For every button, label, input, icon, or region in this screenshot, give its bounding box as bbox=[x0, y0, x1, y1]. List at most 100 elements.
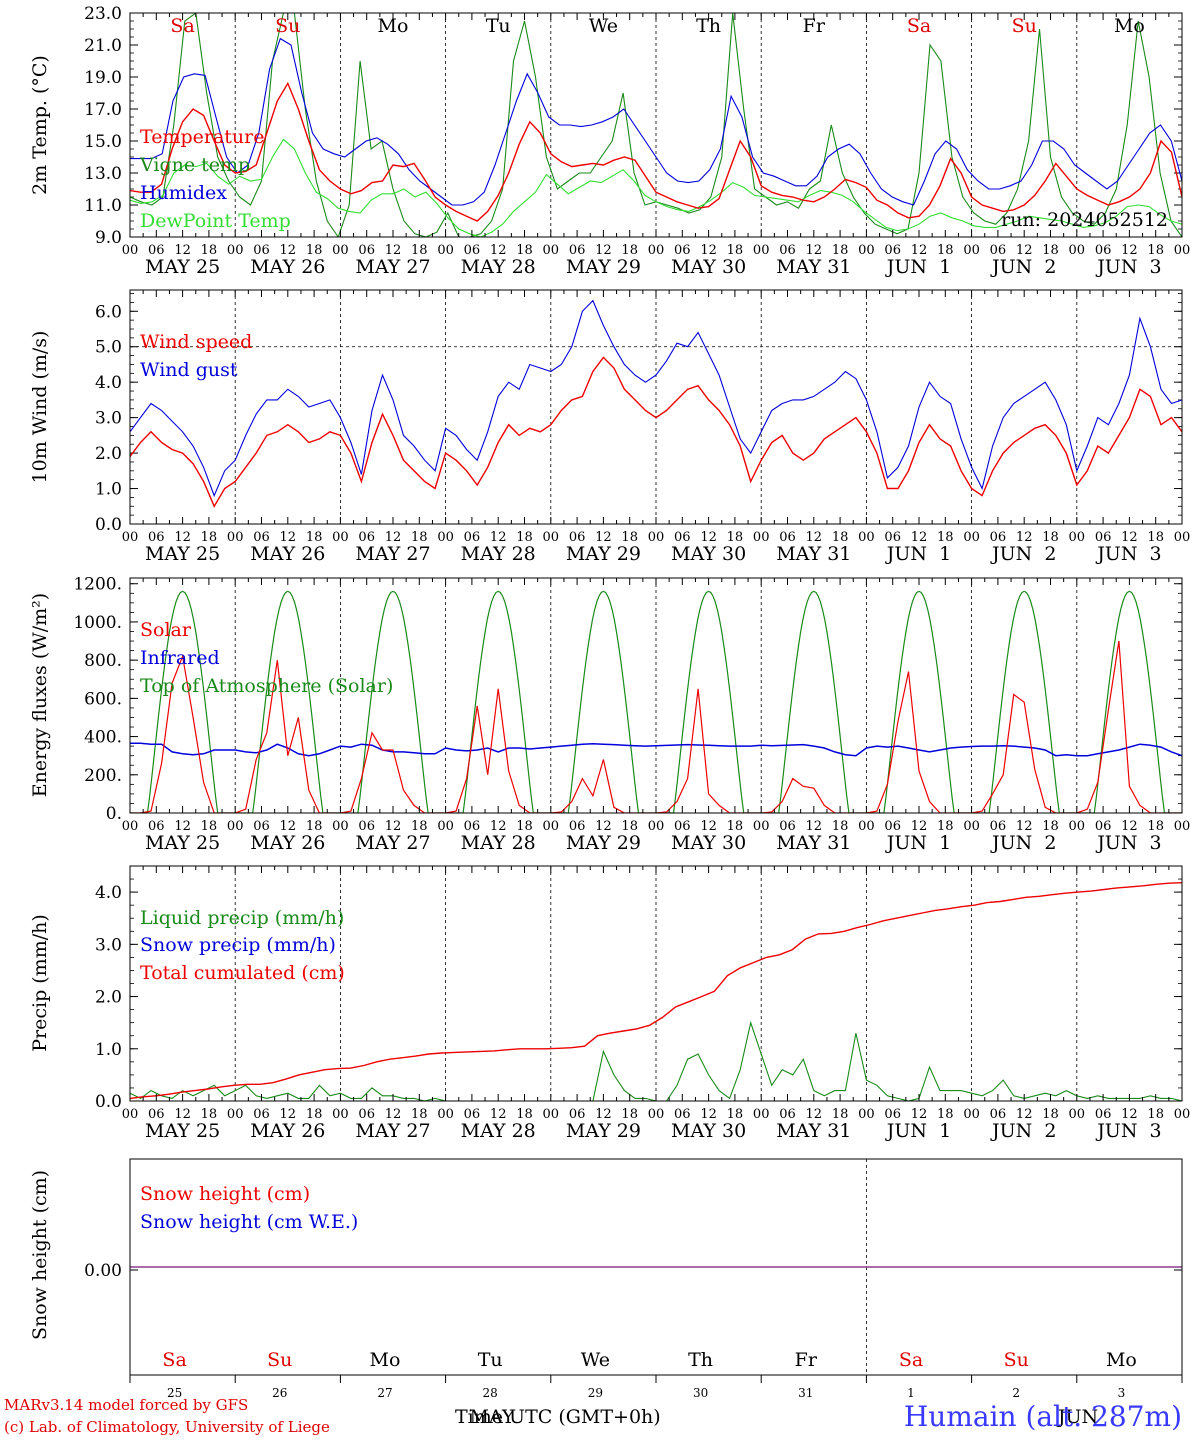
y-tick-label: 4.0 bbox=[95, 373, 122, 393]
x-hour-label: 18 bbox=[937, 530, 954, 545]
x-hour-label: 06 bbox=[1095, 1107, 1112, 1122]
x-hour-label: 18 bbox=[937, 243, 954, 258]
x-date-label: JUN 1 bbox=[885, 1120, 951, 1142]
x-hour-label: 18 bbox=[1147, 819, 1164, 834]
x-hour-label: 12 bbox=[280, 1107, 297, 1122]
run-annotation: run: 2024052512 bbox=[1001, 209, 1168, 231]
x-hour-label: 06 bbox=[990, 243, 1007, 258]
y-tick-label: 6.0 bbox=[95, 302, 122, 322]
x-hour-label: 06 bbox=[884, 819, 901, 834]
legend-vigne-temp: Vigne temp bbox=[139, 154, 250, 176]
credit-lab: (c) Lab. of Climatology, University of L… bbox=[4, 1418, 330, 1436]
y-tick-label: 13.0 bbox=[84, 164, 122, 184]
x-hour-label: 00 bbox=[332, 1107, 349, 1122]
x-hour-label: 12 bbox=[700, 530, 717, 545]
x-hour-label: 00 bbox=[122, 819, 139, 834]
x-hour-label: 12 bbox=[806, 243, 823, 258]
x-date-label: MAY 30 bbox=[671, 256, 746, 278]
y-tick-label: 800. bbox=[84, 651, 122, 671]
bottom-day-number: 1 bbox=[907, 1386, 915, 1400]
x-hour-label: 06 bbox=[884, 1107, 901, 1122]
y-axis-label: Energy fluxes (W/m²) bbox=[29, 593, 51, 797]
x-date-label: MAY 31 bbox=[776, 832, 851, 854]
x-hour-label: 12 bbox=[806, 819, 823, 834]
x-hour-label: 00 bbox=[227, 243, 244, 258]
x-hour-label: 18 bbox=[411, 1107, 428, 1122]
y-tick-label: 17.0 bbox=[84, 100, 122, 120]
x-hour-label: 12 bbox=[806, 530, 823, 545]
x-hour-label: 00 bbox=[1069, 530, 1086, 545]
weekday-label-top: Mo bbox=[378, 15, 409, 37]
x-hour-label: 18 bbox=[516, 1107, 533, 1122]
x-hour-label: 00 bbox=[543, 530, 560, 545]
x-hour-label: 00 bbox=[648, 819, 665, 834]
station-label: Humain (alt. 287m) bbox=[903, 1400, 1182, 1433]
x-hour-label: 06 bbox=[148, 530, 165, 545]
y-tick-label: 1200. bbox=[73, 575, 122, 595]
x-hour-label: 00 bbox=[122, 1107, 139, 1122]
x-hour-label: 00 bbox=[648, 530, 665, 545]
x-hour-label: 00 bbox=[858, 530, 875, 545]
x-hour-label: 12 bbox=[385, 530, 402, 545]
x-hour-label: 00 bbox=[858, 243, 875, 258]
x-hour-label: 00 bbox=[1174, 243, 1191, 258]
x-date-label: MAY 28 bbox=[461, 832, 536, 854]
x-hour-label: 06 bbox=[674, 243, 691, 258]
x-hour-label: 00 bbox=[227, 1107, 244, 1122]
x-date-label: MAY 28 bbox=[461, 256, 536, 278]
x-hour-label: 12 bbox=[1121, 243, 1138, 258]
x-date-label: MAY 25 bbox=[145, 1120, 220, 1142]
x-hour-label: 12 bbox=[1121, 1107, 1138, 1122]
x-hour-label: 12 bbox=[806, 1107, 823, 1122]
x-hour-label: 12 bbox=[595, 243, 612, 258]
x-hour-label: 06 bbox=[1095, 530, 1112, 545]
x-hour-label: 06 bbox=[464, 530, 481, 545]
x-date-label: MAY 30 bbox=[671, 543, 746, 565]
x-hour-label: 00 bbox=[543, 1107, 560, 1122]
weekday-label-top: Tu bbox=[486, 15, 511, 37]
x-hour-label: 12 bbox=[280, 819, 297, 834]
x-hour-label: 00 bbox=[648, 1107, 665, 1122]
y-tick-label: 200. bbox=[84, 766, 122, 786]
x-hour-label: 12 bbox=[1016, 1107, 1033, 1122]
x-hour-label: 12 bbox=[911, 819, 928, 834]
x-hour-label: 18 bbox=[306, 530, 323, 545]
x-hour-label: 18 bbox=[1147, 530, 1164, 545]
x-hour-label: 12 bbox=[280, 530, 297, 545]
weekday-label-bottom: Su bbox=[267, 1349, 292, 1371]
x-hour-label: 18 bbox=[1042, 819, 1059, 834]
weekday-label-top: Su bbox=[1012, 15, 1037, 37]
bottom-day-number: 31 bbox=[798, 1386, 813, 1400]
series-line-solar bbox=[130, 640, 1182, 813]
x-hour-label: 06 bbox=[464, 819, 481, 834]
x-hour-label: 00 bbox=[227, 530, 244, 545]
x-hour-label: 06 bbox=[569, 1107, 586, 1122]
x-hour-label: 12 bbox=[1121, 530, 1138, 545]
x-date-label: MAY 29 bbox=[566, 543, 641, 565]
legend-humidex: Humidex bbox=[140, 182, 227, 204]
series-line-top-of-atmosphere-solar- bbox=[130, 590, 1182, 813]
x-hour-label: 06 bbox=[884, 530, 901, 545]
x-hour-label: 18 bbox=[201, 819, 218, 834]
x-hour-label: 06 bbox=[1095, 243, 1112, 258]
x-hour-label: 06 bbox=[253, 530, 270, 545]
series-line-humidex bbox=[130, 37, 1182, 206]
x-hour-label: 18 bbox=[727, 243, 744, 258]
x-hour-label: 06 bbox=[674, 819, 691, 834]
x-hour-label: 18 bbox=[832, 819, 849, 834]
legend-snow-height-cm-: Snow height (cm) bbox=[140, 1183, 310, 1205]
y-tick-label: 0.0 bbox=[95, 1092, 122, 1112]
x-hour-label: 18 bbox=[306, 1107, 323, 1122]
weekday-label-bottom: Su bbox=[1004, 1349, 1029, 1371]
x-date-label: MAY 25 bbox=[145, 543, 220, 565]
x-hour-label: 06 bbox=[674, 1107, 691, 1122]
x-hour-label: 18 bbox=[1042, 243, 1059, 258]
x-hour-label: 00 bbox=[858, 1107, 875, 1122]
x-hour-label: 12 bbox=[490, 243, 507, 258]
x-hour-label: 12 bbox=[700, 243, 717, 258]
x-date-label: MAY 30 bbox=[671, 1120, 746, 1142]
x-date-label: MAY 27 bbox=[355, 832, 430, 854]
x-hour-label: 06 bbox=[569, 243, 586, 258]
x-hour-label: 06 bbox=[779, 530, 796, 545]
x-hour-label: 12 bbox=[174, 243, 191, 258]
